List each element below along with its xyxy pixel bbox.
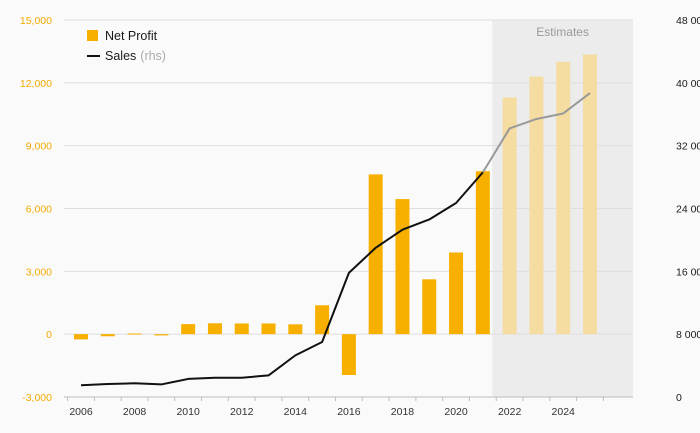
bar-net-profit-2010	[181, 324, 196, 335]
x-tick-label: 2024	[552, 406, 576, 418]
x-tick-label: 2016	[337, 406, 361, 418]
y-left-tick-label: -3,000	[22, 392, 52, 404]
bar-net-profit-2020	[449, 252, 464, 335]
bar-net-profit-2019	[422, 279, 437, 335]
y-right-tick-label: 0	[676, 392, 682, 404]
bar-net-profit-2018	[395, 199, 410, 335]
y-axis-right: 0 8 000 16 000 24 000 32 000 40 000 48 000	[676, 15, 700, 404]
bar-net-profit-2022	[502, 97, 517, 335]
bar-net-profit-2023	[529, 76, 544, 335]
y-left-tick-label: 0	[46, 329, 52, 341]
bar-net-profit-2007	[100, 334, 115, 337]
bar-net-profit-2024	[556, 61, 571, 335]
bar-net-profit-2017	[368, 174, 383, 335]
bar-net-profit-2012	[234, 323, 249, 335]
x-tick-label: 2018	[391, 406, 415, 418]
y-right-tick-label: 40 000	[676, 78, 700, 90]
legend-label-net-profit: Net Profit	[105, 29, 158, 43]
x-tick-label: 2014	[284, 406, 308, 418]
x-tick-label: 2010	[176, 406, 200, 418]
y-left-tick-label: 3,000	[26, 266, 52, 278]
bar-net-profit-2006	[74, 334, 88, 340]
y-right-tick-label: 48 000	[676, 15, 700, 27]
bar-net-profit-2011	[207, 323, 222, 335]
x-tick-label: 2022	[498, 406, 522, 418]
legend: Net Profit Sales (rhs)	[87, 29, 166, 63]
bar-net-profit-2013	[261, 323, 276, 335]
legend-label-sales: Sales	[105, 49, 136, 63]
net-profit-bars	[74, 54, 597, 376]
y-left-tick-label: 6,000	[26, 204, 52, 216]
y-right-tick-label: 32 000	[676, 141, 700, 153]
y-right-tick-label: 8 000	[676, 329, 700, 341]
x-tick-label: 2012	[230, 406, 254, 418]
legend-label-sales-note: (rhs)	[140, 49, 166, 63]
bar-net-profit-2008	[127, 333, 142, 335]
bar-net-profit-2009	[154, 334, 169, 336]
estimates-label: Estimates	[536, 25, 589, 39]
y-right-tick-label: 16 000	[676, 266, 700, 278]
legend-swatch-net-profit	[87, 30, 98, 41]
y-axis-left: -3,000 0 3,000 6,000 9,000 12,000 15,000	[20, 15, 52, 404]
x-tick-label: 2020	[444, 406, 468, 418]
sales-line-estimates	[481, 92, 591, 173]
sales-line-actual	[80, 171, 484, 387]
x-tick-label: 2006	[69, 406, 93, 418]
svg-text:Sales(rhs): Sales (rhs)	[105, 49, 166, 63]
sales-line	[80, 92, 591, 387]
y-left-tick-label: 15,000	[20, 15, 52, 27]
y-right-tick-label: 24 000	[676, 204, 700, 216]
x-axis: 2006 2008 2010 2012 2014 2016 2018 2020 2022 2024	[64, 396, 633, 418]
bar-net-profit-2025	[583, 54, 597, 335]
y-left-tick-label: 9,000	[26, 141, 52, 153]
x-tick-label: 2008	[123, 406, 147, 418]
bar-net-profit-2014	[288, 324, 303, 335]
y-left-tick-label: 12,000	[20, 78, 52, 90]
bar-net-profit-2021	[475, 171, 490, 335]
bar-net-profit-2016	[341, 334, 356, 376]
bar-net-profit-2015	[315, 305, 330, 335]
